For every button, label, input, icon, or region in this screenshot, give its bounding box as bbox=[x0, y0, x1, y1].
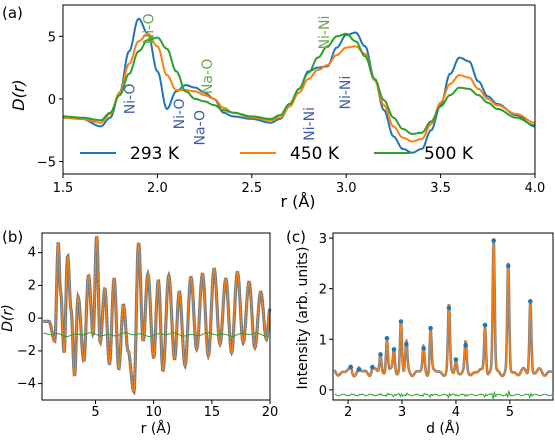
x-tick-label: 5 bbox=[91, 405, 99, 420]
y-tick-label: 0 bbox=[319, 384, 327, 399]
y-tick-label: 5 bbox=[48, 30, 56, 45]
x-tick-label: 2.0 bbox=[147, 181, 168, 196]
legend-label: 293 K bbox=[130, 144, 180, 164]
panel-c: 2 3 4 5 0 1 2 3 Intensity (arb. units) d (Å) (c) bbox=[286, 228, 554, 437]
observed-peak-point bbox=[356, 367, 362, 372]
y-axis-label: Intensity (arb. units) bbox=[295, 247, 311, 390]
panel-label: (c) bbox=[286, 228, 306, 246]
series-line-500k bbox=[63, 32, 536, 135]
x-tick-label: 1.5 bbox=[53, 181, 74, 196]
bond-label: Ni-O bbox=[172, 98, 188, 129]
x-axis-label: d (Å) bbox=[426, 420, 460, 437]
observed-line bbox=[333, 239, 553, 378]
observed-peak-point bbox=[398, 319, 404, 324]
x-tick-label: 3.0 bbox=[336, 181, 357, 196]
legend-label: 500 K bbox=[424, 144, 474, 164]
bond-label: Ni-O bbox=[142, 13, 158, 44]
legend-label: 450 K bbox=[290, 144, 340, 164]
bond-label: Na-O bbox=[200, 59, 216, 95]
x-axis-label: r (Å) bbox=[280, 192, 315, 211]
panel-a: 1.5 2.0 2.5 3.0 3.5 4.0 −5 0 5 Ni-O Ni-O Ni-O Na-O Na… bbox=[2, 4, 545, 211]
x-tick-label: 20 bbox=[262, 405, 279, 420]
y-tick-label: 0 bbox=[28, 311, 36, 326]
series-line-450k bbox=[63, 32, 536, 143]
difference-line bbox=[334, 389, 553, 400]
y-tick-label: 2 bbox=[28, 278, 36, 293]
y-tick-label: 4 bbox=[28, 246, 36, 261]
observed-peak-point bbox=[404, 342, 409, 347]
observed-peak-point bbox=[348, 364, 354, 370]
y-tick-label: 1 bbox=[319, 333, 327, 348]
observed-peak-point bbox=[378, 352, 383, 357]
observed-peak-point bbox=[384, 335, 390, 341]
panel-label: (b) bbox=[2, 228, 23, 246]
x-tick-label: 2 bbox=[344, 405, 352, 420]
observed-peak-point bbox=[505, 263, 511, 269]
y-tick-label: −4 bbox=[17, 377, 36, 392]
bond-label: Ni-Ni bbox=[338, 76, 354, 110]
x-tick-label: 4.0 bbox=[525, 181, 546, 196]
y-axis-label: D(r) bbox=[0, 304, 16, 331]
observed-peak-point bbox=[491, 238, 496, 243]
y-tick-label: 3 bbox=[319, 232, 327, 247]
fit-line bbox=[43, 236, 271, 394]
observed-peak-point bbox=[528, 299, 533, 304]
x-tick-label: 2.5 bbox=[241, 181, 262, 196]
y-tick-label: 2 bbox=[319, 283, 327, 298]
observed-peak-point bbox=[370, 364, 375, 370]
plot-frame bbox=[41, 232, 271, 401]
bond-label: Ni-Ni bbox=[302, 107, 318, 141]
x-axis-label: r (Å) bbox=[141, 420, 172, 437]
observed-peak-point bbox=[453, 357, 459, 362]
plot-frame bbox=[62, 4, 536, 175]
y-axis-label: D(r) bbox=[9, 79, 28, 110]
x-tick-label: 10 bbox=[145, 405, 162, 420]
observed-peak-point bbox=[391, 347, 397, 352]
bond-label: Ni-O bbox=[123, 83, 139, 114]
panel-label: (a) bbox=[2, 4, 23, 22]
x-tick-label: 3.5 bbox=[430, 181, 451, 196]
x-tick-label: 4 bbox=[452, 405, 460, 420]
observed-peak-point bbox=[428, 325, 433, 331]
y-tick-label: −5 bbox=[37, 155, 56, 170]
x-tick-label: 3 bbox=[398, 405, 406, 420]
observed-peak-point bbox=[463, 343, 468, 348]
bond-label: Na-O bbox=[193, 110, 209, 146]
x-tick-label: 5 bbox=[506, 405, 514, 420]
y-tick-label: 0 bbox=[48, 93, 56, 108]
y-tick-label: −2 bbox=[17, 344, 36, 359]
observed-peak-point bbox=[421, 346, 426, 351]
difference-line bbox=[43, 332, 269, 338]
panel-b: 5 10 15 20 −4 −2 0 2 4 D(r) r (Å) (b) bbox=[0, 228, 278, 437]
observed-peak-point bbox=[446, 305, 452, 311]
x-tick-label: 15 bbox=[204, 405, 221, 420]
bond-label: Ni-Ni bbox=[317, 16, 333, 50]
plot-frame bbox=[332, 232, 554, 401]
observed-peak-point bbox=[482, 322, 488, 328]
fit-line bbox=[334, 239, 552, 377]
